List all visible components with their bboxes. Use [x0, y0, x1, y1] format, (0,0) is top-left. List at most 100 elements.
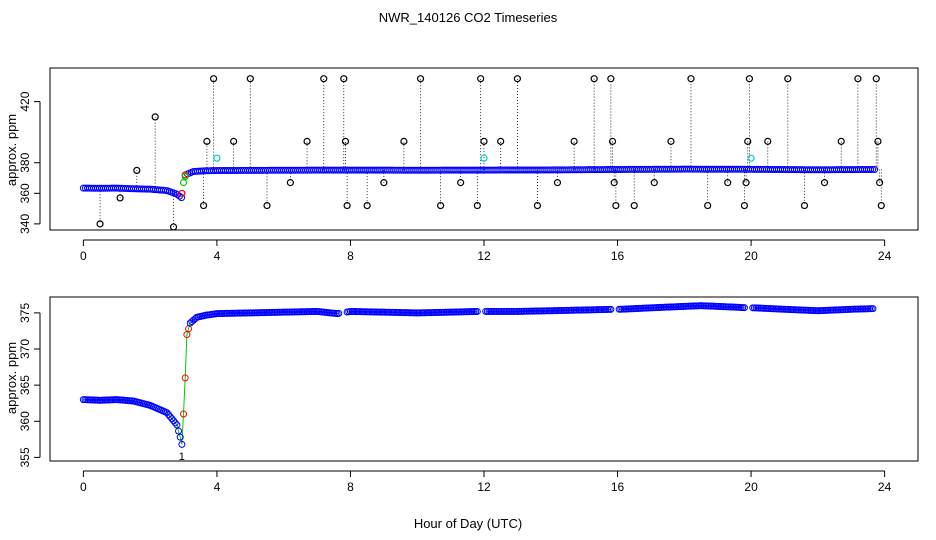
top-highlight-points [178, 154, 755, 197]
spike-point [199, 201, 208, 210]
y-tick-label: 375 [18, 303, 32, 323]
spike-point [363, 201, 371, 210]
baseline-point [869, 305, 877, 313]
top-panel: approx. ppm 0 4 8 12 16 20 24 340 360 380 420 [4, 67, 919, 263]
cyan-point [480, 154, 488, 162]
y-tick-label: 365 [18, 375, 32, 395]
y-tick-label: 360 [18, 411, 32, 431]
spike-point [764, 137, 772, 145]
baseline-point [178, 440, 186, 448]
spike-point [744, 137, 752, 145]
top-axes: 0 4 8 12 16 20 24 340 360 380 420 [18, 91, 892, 263]
y-tick-label: 340 [18, 214, 32, 234]
spike-point [876, 179, 884, 187]
spike-point [116, 194, 124, 202]
bottom-axes: 0 4 8 12 16 20 24 355 360 365 370 375 [18, 303, 892, 494]
baseline-point [473, 307, 481, 315]
spike-point [650, 179, 658, 187]
x-tick-label: 16 [611, 480, 625, 494]
top-plot-frame [49, 67, 919, 231]
bottom-baseline-series [79, 302, 877, 448]
spike-point [745, 75, 754, 83]
spike-point [800, 201, 809, 210]
baseline-point [180, 410, 188, 418]
spike-point [286, 179, 294, 187]
baseline-point [181, 374, 189, 382]
spike-point [667, 137, 675, 145]
spike-point [837, 137, 845, 145]
spike-point [872, 75, 880, 83]
top-y-axis-label: approx. ppm [4, 114, 19, 186]
top-spike-lines [99, 78, 882, 227]
x-tick-label: 24 [878, 480, 892, 494]
spike-point [230, 137, 238, 145]
spike-point [553, 179, 562, 187]
spike-point [480, 137, 488, 145]
spike-point [874, 137, 882, 145]
spike-point [724, 179, 732, 187]
spike-point [704, 201, 712, 210]
baseline-point [335, 309, 343, 317]
spike-point [263, 201, 271, 210]
x-tick-label: 16 [611, 249, 625, 263]
spike-point [341, 137, 350, 145]
baseline-point [163, 409, 171, 417]
spike-point [246, 75, 254, 83]
bottom-y-axis-label: approx. ppm [4, 342, 19, 414]
spike-point [610, 179, 618, 187]
spike-point [533, 201, 542, 210]
spike-point [400, 137, 408, 145]
bottom-series-line [83, 305, 873, 445]
spike-point [607, 75, 615, 83]
spike-point [630, 201, 638, 210]
y-tick-label: 360 [18, 183, 32, 203]
cyan-point [747, 154, 755, 162]
spike-point [742, 179, 750, 187]
spike-point [612, 201, 620, 210]
x-tick-label: 20 [744, 249, 758, 263]
spike-point [740, 201, 749, 210]
baseline-point [869, 165, 877, 173]
baseline-point [178, 194, 186, 202]
spike-point [687, 75, 695, 83]
baseline-point [166, 413, 174, 421]
baseline-point [176, 433, 184, 441]
y-tick-label: 420 [18, 91, 32, 111]
spike-point [151, 113, 159, 121]
spike-point [380, 179, 388, 187]
spike-point [497, 137, 505, 145]
series-line [83, 305, 873, 445]
baseline-point [170, 417, 178, 425]
spike-point [820, 179, 829, 187]
baseline-point [168, 415, 176, 423]
spike-point [133, 166, 141, 174]
y-tick-label: 370 [18, 339, 32, 359]
spike-point [303, 137, 311, 145]
y-tick-label: 380 [18, 152, 32, 172]
x-tick-label: 0 [80, 249, 87, 263]
x-tick-label: 12 [477, 249, 491, 263]
x-tick-label: 4 [214, 249, 221, 263]
red-point [178, 189, 186, 197]
spike-point [477, 75, 485, 83]
spike-point [340, 75, 348, 83]
spike-point [473, 201, 481, 210]
baseline-point [740, 304, 748, 312]
bottom-plot-frame [49, 296, 919, 462]
top-baseline-series [79, 165, 879, 202]
green-point [179, 179, 188, 187]
x-tick-label: 12 [477, 480, 491, 494]
spike-point [877, 201, 885, 210]
spike-point [437, 201, 445, 210]
spike-point [416, 75, 425, 83]
x-tick-label: 8 [347, 480, 354, 494]
spike-point [784, 75, 792, 83]
cyan-point [213, 154, 221, 162]
spike-point [570, 137, 578, 145]
spike-point [320, 75, 328, 83]
spike-point [343, 201, 351, 210]
baseline-point [173, 421, 181, 429]
spike-point [96, 220, 104, 228]
green-point [181, 172, 189, 181]
